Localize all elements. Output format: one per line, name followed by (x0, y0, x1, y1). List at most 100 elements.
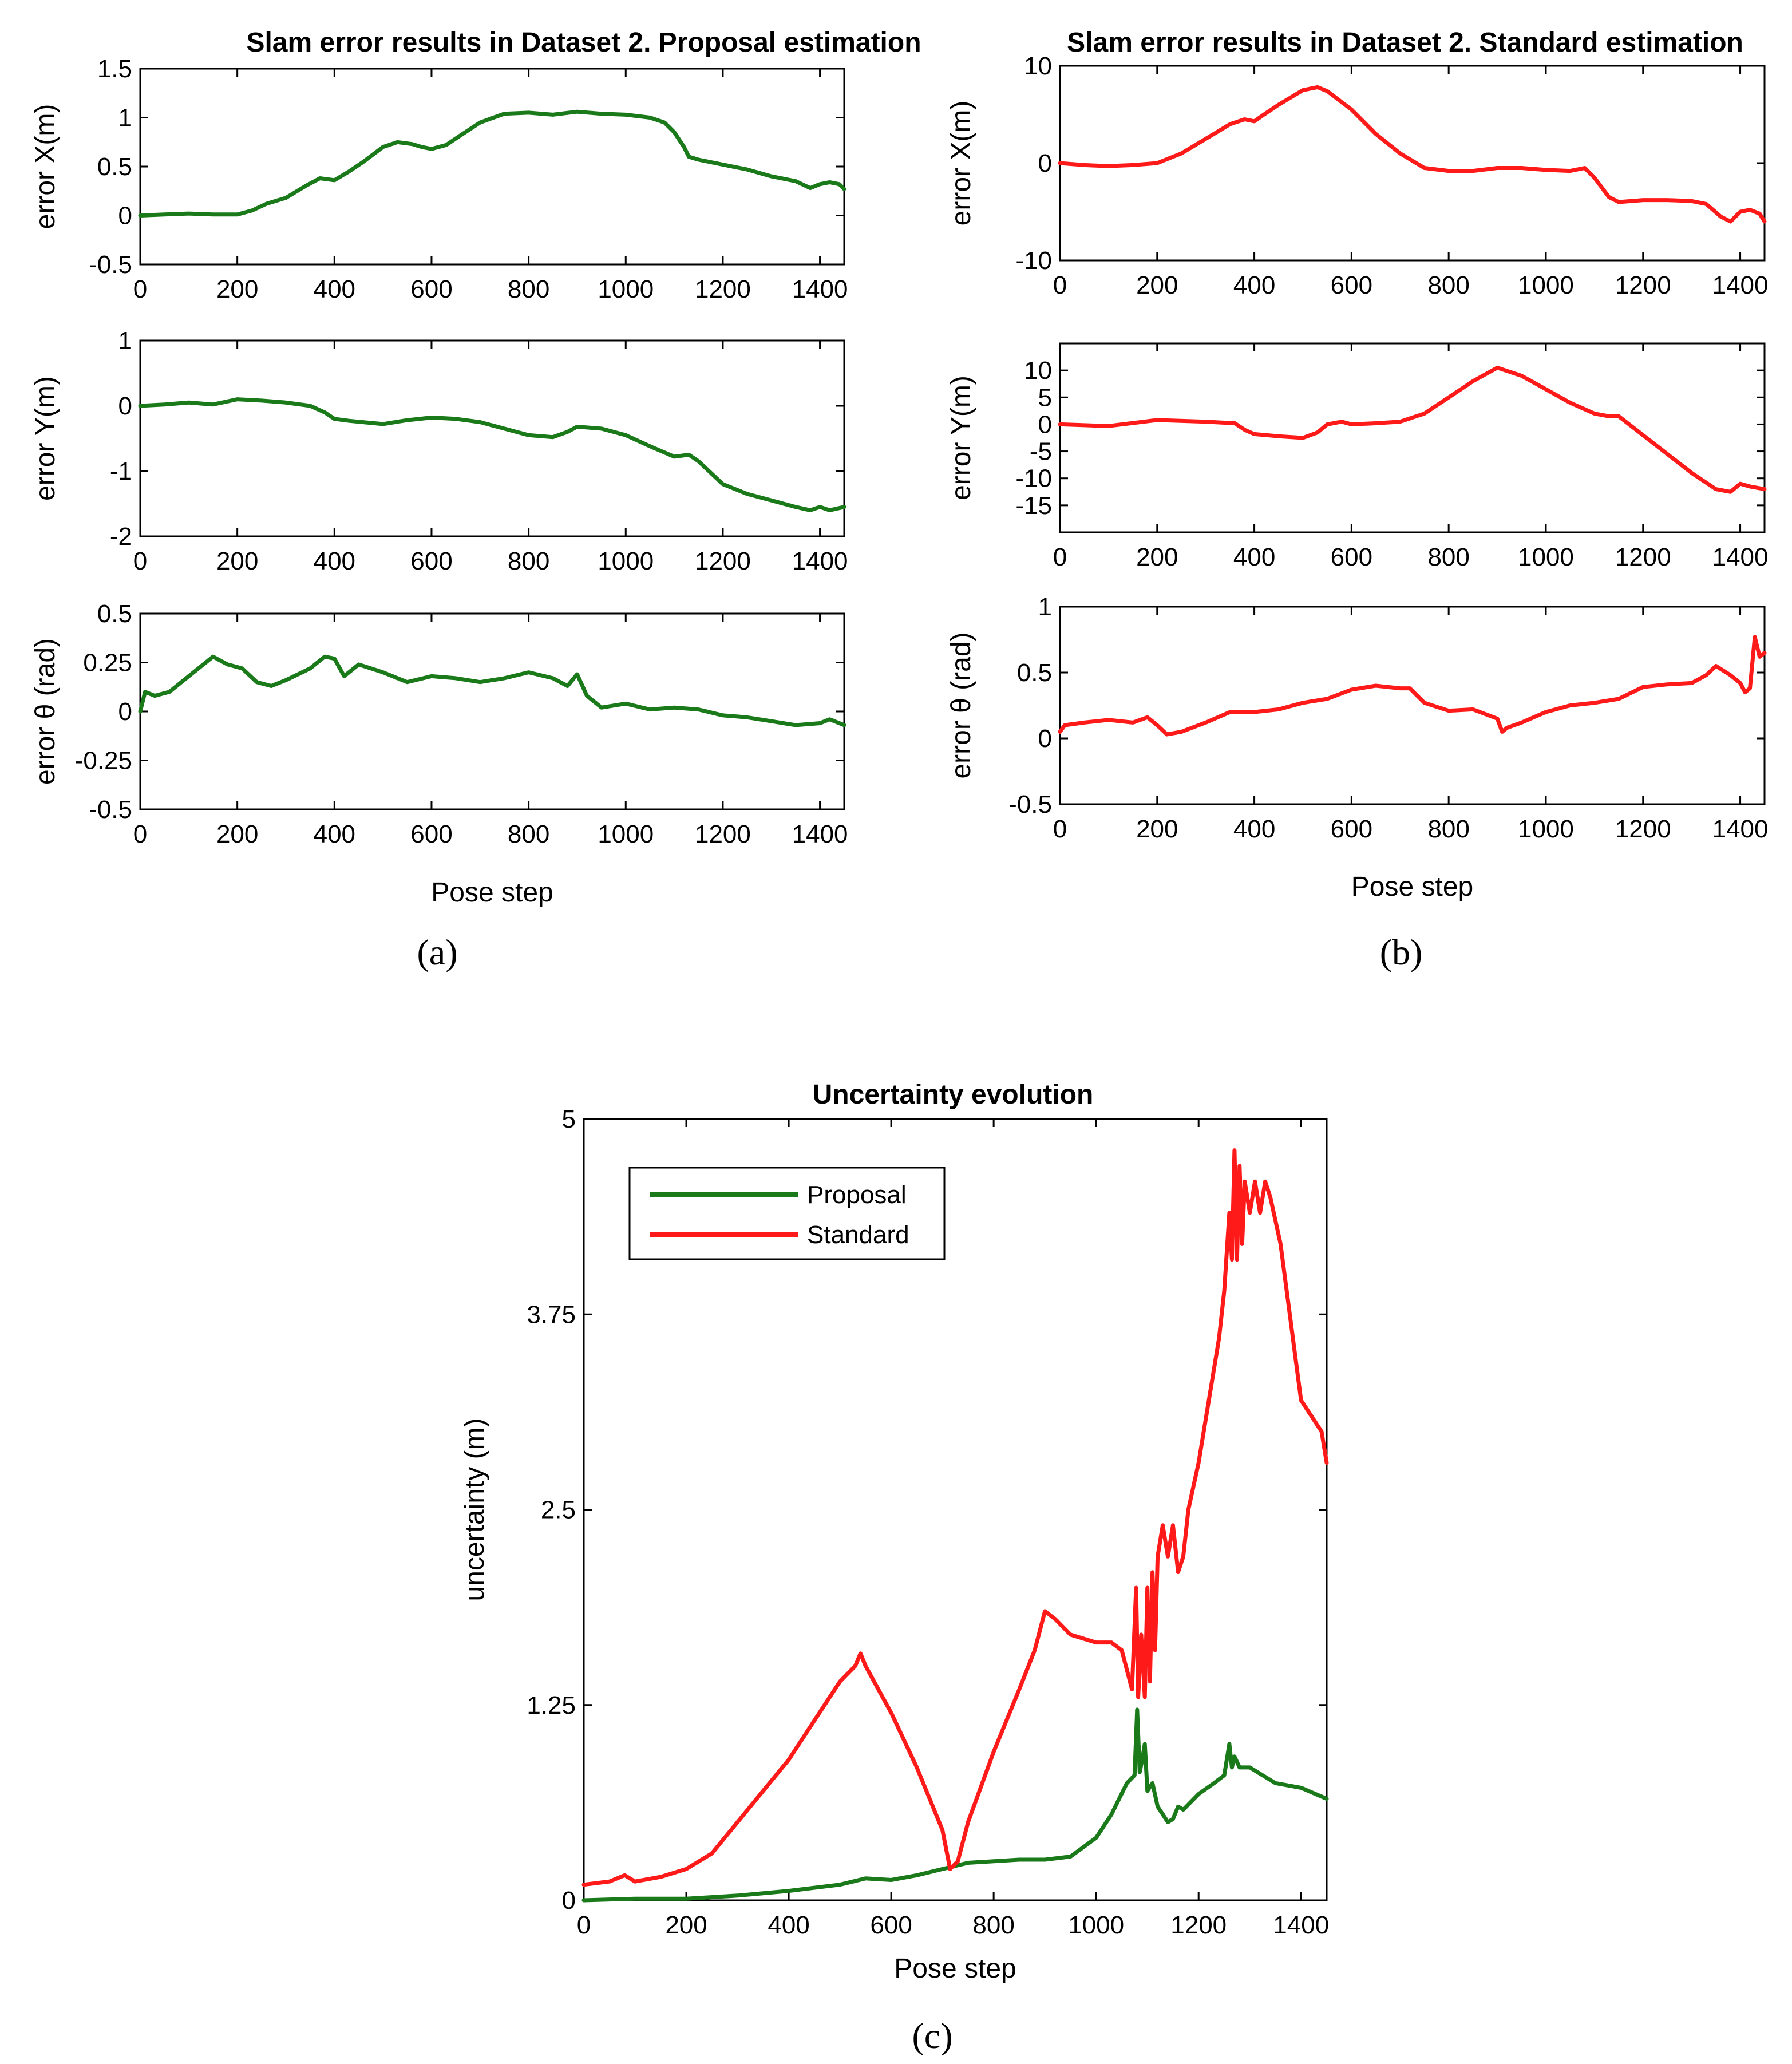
series-line-proposal (581, 1707, 1329, 1903)
x-axis-label: Pose step (894, 1954, 1016, 1984)
legend-standard-label: Standard (807, 1221, 909, 1249)
y-tick-label: -5 (1030, 438, 1052, 466)
chart-title: Uncertainty evolution (813, 1080, 1094, 1110)
x-tick-label: 1400 (1273, 1911, 1329, 1939)
x-tick-label: 1200 (695, 820, 751, 848)
x-tick-label: 400 (314, 820, 355, 848)
x-tick-label: 1200 (1615, 543, 1671, 571)
x-tick-label: 200 (1136, 815, 1178, 843)
y-tick-label: 0 (118, 698, 132, 726)
x-tick-label: 800 (972, 1911, 1014, 1939)
x-tick-label: 400 (768, 1911, 809, 1939)
legend-box (628, 1167, 946, 1260)
x-tick-label: 1200 (695, 275, 751, 303)
y-tick-label: 0.5 (97, 153, 132, 181)
y-axis-label: error X(m) (30, 104, 61, 230)
axes-frame (1059, 342, 1766, 533)
x-tick-label: 0 (133, 275, 147, 303)
panel-a-error-y: 0 200 400 600 800 1000 1200 1400 -2 -1 0 1 error Y(m… (30, 327, 848, 575)
y-axis-label: error Y(m) (30, 376, 61, 501)
x-tick-label: 0 (1053, 815, 1067, 843)
caption-c: (c) (912, 2015, 952, 2056)
y-tick-label: 1.5 (97, 55, 132, 83)
y-axis-label: error Y(m) (946, 375, 976, 500)
x-tick-label: 800 (1427, 271, 1469, 299)
axes-frame (139, 339, 845, 537)
y-tick-label: 5 (1038, 383, 1052, 412)
x-tick-label: 1000 (1518, 815, 1574, 843)
x-tick-label: 1400 (1712, 271, 1769, 299)
x-tick-label: 400 (1233, 815, 1275, 843)
x-tick-label: 1000 (1518, 543, 1574, 571)
x-tick-label: 400 (314, 275, 355, 303)
caption-a: (a) (417, 932, 457, 972)
panel-c-uncertainty: 0 200 400 600 800 1000 1200 1400 0 1.25 2.5 3.75 5 Un… (460, 1080, 1329, 1984)
y-tick-label: 0.25 (83, 649, 132, 677)
y-tick-label: -10 (1015, 247, 1052, 275)
x-tick-label: 600 (870, 1911, 912, 1939)
x-tick-label: 800 (508, 275, 549, 303)
x-tick-label: 1200 (1615, 271, 1671, 299)
y-tick-label: 0 (1038, 149, 1052, 177)
y-axis-label: error X(m) (946, 101, 976, 226)
x-tick-label: 600 (1331, 815, 1372, 843)
y-tick-label: -2 (110, 523, 132, 551)
x-tick-label: 1000 (598, 275, 654, 303)
y-tick-label: 0 (1038, 410, 1052, 438)
series-line-standard (1058, 635, 1767, 737)
x-tick-label: 200 (216, 547, 258, 575)
y-axis-label: error θ (rad) (946, 632, 976, 778)
chart-title: Slam error results in Dataset 2. Proposa… (246, 27, 921, 58)
caption-b: (b) (1380, 932, 1423, 972)
y-tick-label: -0.25 (75, 747, 132, 775)
x-tick-label: 0 (1053, 543, 1067, 571)
x-tick-label: 1400 (1712, 543, 1769, 571)
x-tick-label: 1000 (598, 547, 654, 575)
axes-frame (1059, 606, 1766, 805)
x-tick-label: 800 (508, 820, 549, 848)
series-line-standard (1058, 85, 1767, 224)
x-axis-label: Pose step (1351, 872, 1473, 902)
series-line-proposal (138, 397, 846, 512)
x-tick-label: 1000 (598, 820, 654, 848)
x-tick-label: 200 (216, 820, 258, 848)
x-tick-label: 600 (1331, 543, 1372, 571)
x-tick-label: 1400 (792, 547, 848, 575)
x-tick-label: 800 (508, 547, 549, 575)
y-tick-label: -0.5 (89, 251, 132, 279)
y-tick-label: 10 (1024, 357, 1052, 385)
x-tick-label: 1000 (1518, 271, 1574, 299)
x-tick-label: 200 (1136, 271, 1178, 299)
panel-b-error-y: 0 200 400 600 800 1000 1200 1400-15-10-50510err… (946, 342, 1769, 571)
panel-a-error-x: 0 200 400 600 800 1000 1200 1400-0.500.511.5Sla… (30, 27, 921, 303)
y-tick-label: 0 (562, 1887, 576, 1915)
x-tick-label: 800 (1427, 815, 1469, 843)
x-tick-label: 1400 (792, 820, 848, 848)
x-tick-label: 1400 (792, 275, 848, 303)
series-line-proposal (138, 109, 846, 218)
y-tick-label: 0.5 (97, 600, 132, 628)
y-tick-label: -15 (1015, 492, 1052, 520)
x-tick-label: 200 (665, 1911, 707, 1939)
y-tick-label: 10 (1024, 52, 1052, 80)
x-tick-label: 0 (133, 547, 147, 575)
y-tick-label: 0.5 (1017, 659, 1052, 687)
y-tick-label: 1 (1038, 593, 1052, 621)
y-tick-label: 5 (562, 1105, 576, 1133)
y-tick-label: 0 (118, 392, 132, 420)
x-axis-label: Pose step (431, 877, 553, 908)
y-tick-label: 1 (118, 327, 132, 355)
x-tick-label: 600 (410, 820, 452, 848)
x-tick-label: 0 (1053, 271, 1067, 299)
x-tick-label: 200 (1136, 543, 1178, 571)
y-tick-label: 2.5 (541, 1496, 576, 1524)
x-tick-label: 800 (1427, 543, 1469, 571)
y-axis-label: uncertainty (m) (460, 1418, 490, 1601)
y-tick-label: 3.75 (527, 1300, 576, 1328)
y-axis-label: error θ (rad) (30, 638, 61, 785)
y-tick-label: -0.5 (1008, 790, 1052, 819)
y-tick-label: -0.5 (89, 796, 132, 824)
y-tick-label: 0 (118, 202, 132, 230)
